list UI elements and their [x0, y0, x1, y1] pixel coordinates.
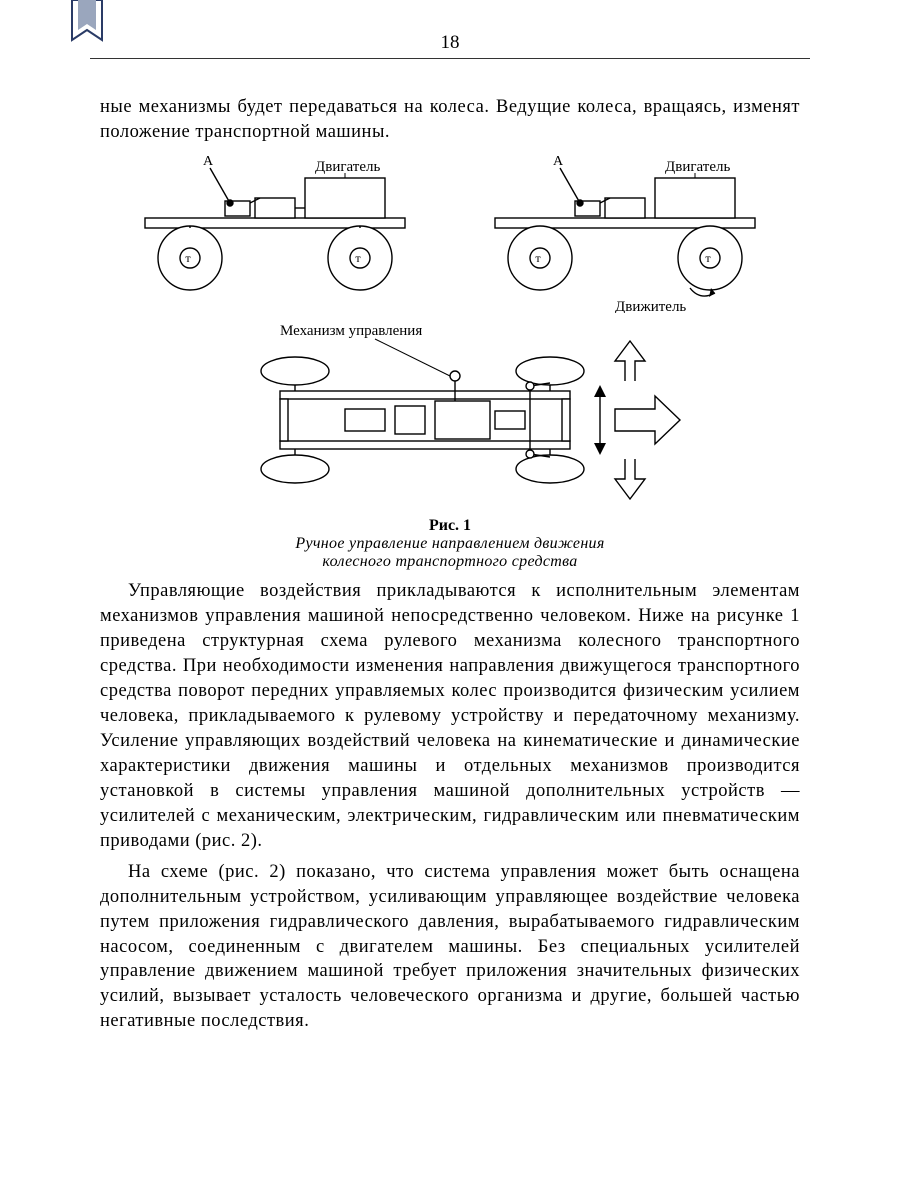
paragraph-2: На схеме (рис. 2) показано, что система … [100, 860, 800, 1035]
label-mover: Движитель [615, 299, 686, 313]
vehicle-top-view: Механизм управления [210, 321, 690, 511]
paragraph-1: Управляющие воздействия прикладываются к… [100, 579, 800, 854]
label-engine: Двигатель [315, 159, 380, 175]
wheel-label: т [355, 251, 361, 265]
caption-line2: колесного транспортного средства [322, 553, 577, 570]
caption-label: Рис. 1 [429, 517, 471, 534]
caption-line1: Ручное управление направлением движения [295, 535, 604, 552]
label-mechanism: Механизм управления [280, 323, 422, 339]
document-page: 18 ные механизмы будет передаваться на к… [0, 0, 900, 1200]
figure-1-top-row: т т A Двигатель [100, 153, 800, 313]
label-engine: Двигатель [665, 159, 730, 175]
figure-1-bottom: Механизм управления [100, 321, 800, 511]
wheel-label: т [535, 251, 541, 265]
wheel-label: т [185, 251, 191, 265]
label-a: A [203, 154, 214, 169]
header-rule [90, 58, 810, 59]
label-a: A [553, 154, 564, 169]
figure-caption: Рис. 1 Ручное управление направлением дв… [100, 517, 800, 571]
vehicle-side-right: т т A Двигатель Движитель [465, 153, 785, 313]
wheel-label: т [705, 251, 711, 265]
page-content: ные механизмы будет передаваться на коле… [100, 95, 800, 1040]
figure-1: т т A Двигатель [100, 153, 800, 571]
page-number: 18 [0, 32, 900, 54]
intro-paragraph: ные механизмы будет передаваться на коле… [100, 95, 800, 145]
vehicle-side-left: т т A Двигатель [115, 153, 435, 293]
